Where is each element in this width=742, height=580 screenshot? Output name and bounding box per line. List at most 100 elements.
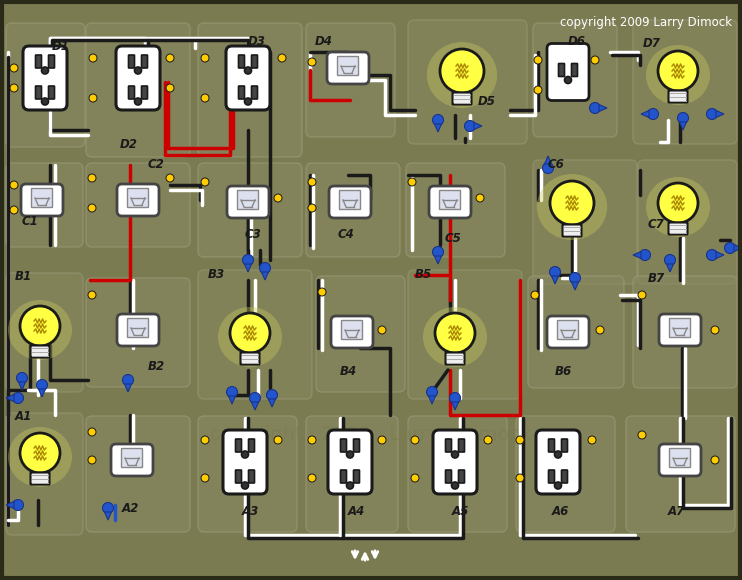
Polygon shape — [599, 104, 607, 111]
FancyBboxPatch shape — [433, 430, 477, 494]
Polygon shape — [19, 382, 25, 390]
FancyBboxPatch shape — [306, 23, 395, 137]
FancyBboxPatch shape — [669, 318, 691, 338]
Ellipse shape — [8, 300, 72, 360]
FancyBboxPatch shape — [122, 448, 142, 467]
Circle shape — [308, 204, 316, 212]
FancyBboxPatch shape — [547, 316, 589, 348]
Circle shape — [648, 108, 658, 119]
Circle shape — [711, 326, 719, 334]
Circle shape — [554, 451, 562, 458]
FancyBboxPatch shape — [128, 86, 134, 99]
Circle shape — [89, 54, 97, 62]
Circle shape — [534, 56, 542, 64]
Circle shape — [10, 84, 18, 92]
FancyBboxPatch shape — [353, 439, 360, 452]
FancyBboxPatch shape — [252, 55, 257, 68]
Circle shape — [516, 436, 524, 444]
FancyBboxPatch shape — [6, 23, 85, 147]
FancyBboxPatch shape — [548, 439, 554, 452]
Text: C3: C3 — [245, 228, 262, 241]
Text: C6: C6 — [548, 158, 565, 171]
Ellipse shape — [218, 307, 282, 367]
Circle shape — [226, 386, 237, 397]
Circle shape — [166, 54, 174, 62]
Circle shape — [435, 313, 475, 353]
FancyBboxPatch shape — [562, 470, 568, 483]
Circle shape — [20, 433, 60, 473]
FancyBboxPatch shape — [329, 186, 371, 218]
FancyBboxPatch shape — [439, 190, 461, 209]
Circle shape — [464, 121, 476, 132]
Polygon shape — [545, 156, 551, 164]
Circle shape — [10, 181, 18, 189]
Circle shape — [274, 194, 282, 202]
Polygon shape — [6, 394, 14, 401]
Circle shape — [638, 431, 646, 439]
Circle shape — [201, 178, 209, 186]
Circle shape — [201, 94, 209, 102]
Text: D1: D1 — [52, 40, 70, 53]
Circle shape — [411, 474, 419, 482]
Circle shape — [134, 98, 142, 105]
Ellipse shape — [536, 174, 607, 240]
Text: D5: D5 — [478, 95, 496, 108]
FancyBboxPatch shape — [235, 470, 241, 483]
FancyBboxPatch shape — [659, 444, 701, 476]
FancyBboxPatch shape — [533, 160, 637, 284]
Circle shape — [102, 502, 114, 513]
FancyBboxPatch shape — [111, 444, 153, 476]
Circle shape — [724, 242, 735, 253]
FancyBboxPatch shape — [128, 55, 134, 68]
Circle shape — [201, 54, 209, 62]
FancyBboxPatch shape — [669, 90, 688, 103]
FancyBboxPatch shape — [536, 430, 580, 494]
FancyBboxPatch shape — [353, 470, 360, 483]
Polygon shape — [716, 111, 724, 118]
Polygon shape — [435, 124, 441, 132]
FancyBboxPatch shape — [316, 276, 405, 392]
Circle shape — [88, 204, 96, 212]
FancyBboxPatch shape — [48, 86, 54, 99]
Text: copyright 2009 Larry Dimock: copyright 2009 Larry Dimock — [560, 16, 732, 29]
FancyBboxPatch shape — [117, 184, 159, 216]
Circle shape — [42, 67, 48, 74]
FancyBboxPatch shape — [516, 416, 615, 532]
Circle shape — [378, 326, 386, 334]
FancyBboxPatch shape — [571, 63, 577, 77]
Text: A4: A4 — [348, 505, 365, 518]
Text: C4: C4 — [338, 228, 355, 241]
FancyBboxPatch shape — [557, 321, 579, 339]
FancyBboxPatch shape — [86, 416, 190, 532]
Circle shape — [550, 266, 560, 277]
Text: B4: B4 — [340, 365, 357, 378]
Text: D7: D7 — [643, 37, 661, 50]
FancyBboxPatch shape — [198, 270, 312, 399]
FancyBboxPatch shape — [198, 416, 297, 532]
FancyBboxPatch shape — [341, 439, 347, 452]
Polygon shape — [641, 111, 649, 118]
Circle shape — [408, 178, 416, 186]
FancyBboxPatch shape — [408, 416, 507, 532]
Circle shape — [570, 273, 580, 284]
Text: B2: B2 — [148, 360, 165, 373]
Circle shape — [308, 178, 316, 186]
Circle shape — [450, 393, 461, 404]
Circle shape — [711, 456, 719, 464]
Polygon shape — [252, 402, 258, 410]
FancyBboxPatch shape — [36, 86, 42, 99]
FancyBboxPatch shape — [249, 439, 255, 452]
FancyBboxPatch shape — [128, 318, 148, 338]
FancyBboxPatch shape — [408, 20, 527, 144]
FancyBboxPatch shape — [227, 186, 269, 218]
Circle shape — [411, 436, 419, 444]
Ellipse shape — [427, 42, 497, 108]
Circle shape — [243, 255, 254, 266]
FancyBboxPatch shape — [48, 55, 54, 68]
Circle shape — [36, 379, 47, 390]
Text: D6: D6 — [568, 35, 586, 48]
Circle shape — [588, 436, 596, 444]
FancyBboxPatch shape — [328, 430, 372, 494]
Circle shape — [706, 108, 718, 119]
Circle shape — [308, 474, 316, 482]
